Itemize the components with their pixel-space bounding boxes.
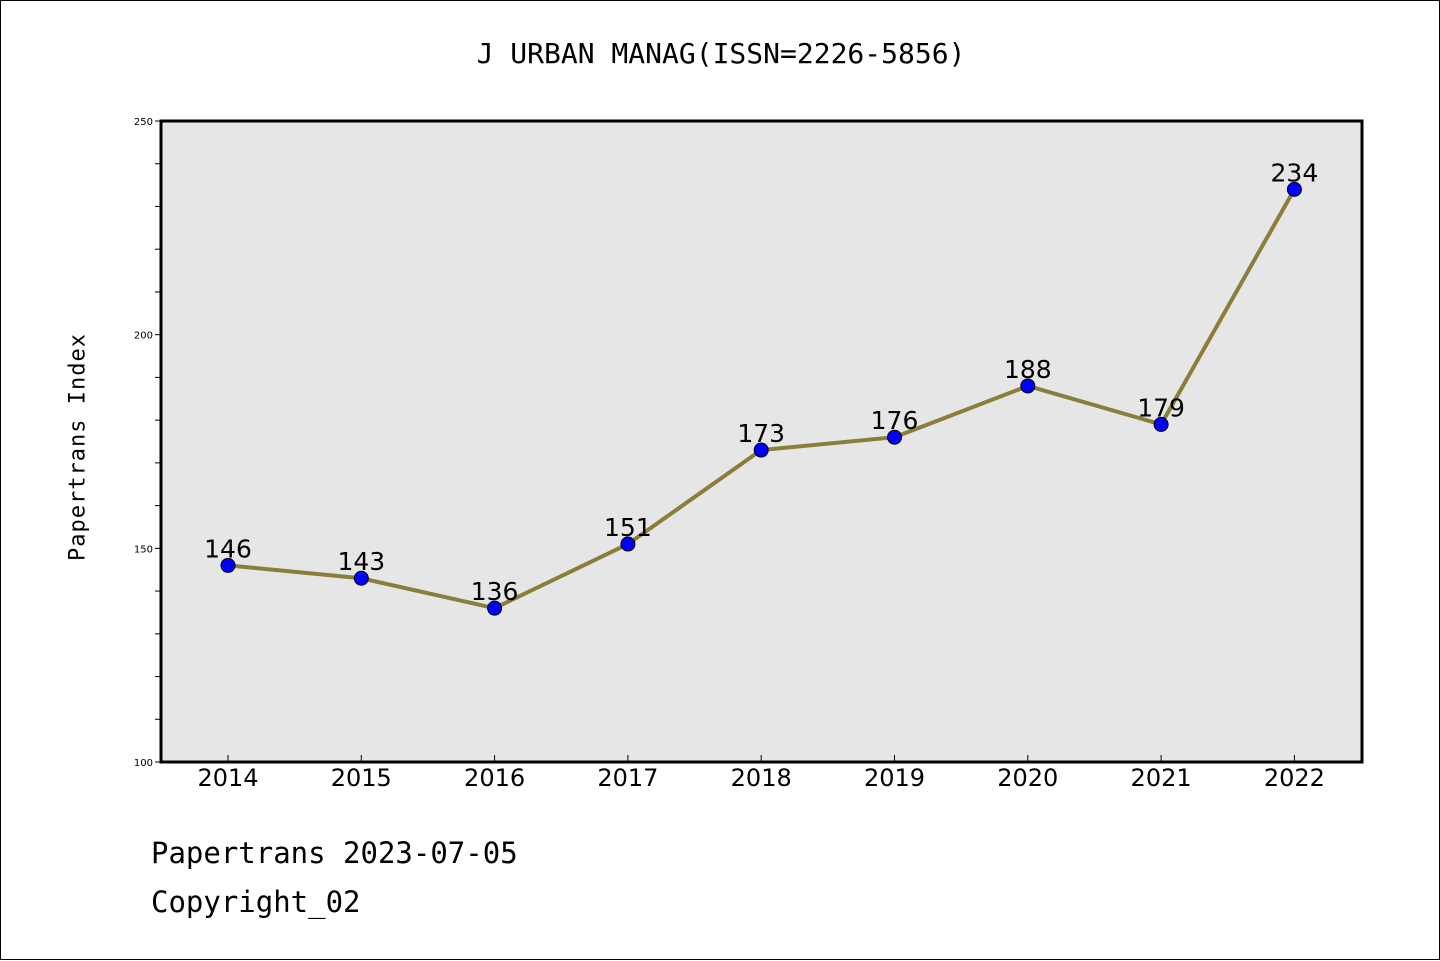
x-tick-label: 2019 xyxy=(864,764,925,792)
data-label: 176 xyxy=(871,406,919,435)
data-label: 173 xyxy=(737,419,785,448)
x-tick-label: 2020 xyxy=(997,764,1058,792)
x-tick-label: 2022 xyxy=(1264,764,1325,792)
data-point xyxy=(220,557,236,573)
data-point xyxy=(1153,416,1169,432)
data-point xyxy=(753,442,769,458)
data-point xyxy=(487,600,503,616)
data-label: 143 xyxy=(337,547,385,576)
data-label: 146 xyxy=(204,534,252,563)
plot-area xyxy=(159,119,1364,764)
y-tick-label: 150 xyxy=(134,544,153,555)
data-label: 188 xyxy=(1004,355,1052,384)
x-tick-label: 2014 xyxy=(197,764,258,792)
y-axis: 100 150 200 250 xyxy=(134,117,161,769)
chart-title: J URBAN MANAG(ISSN=2226-5856) xyxy=(476,37,966,70)
x-axis: 2014 2015 2016 2017 2018 2019 2020 2021 2022 xyxy=(197,755,1325,792)
x-tick-label: 2018 xyxy=(731,764,792,792)
y-tick-label: 250 xyxy=(134,117,153,128)
data-label: 234 xyxy=(1271,158,1319,187)
series-markers xyxy=(220,181,1302,616)
footer-date: Papertrans 2023-07-05 xyxy=(151,836,518,870)
data-labels: 146 143 136 151 173 176 188 179 234 xyxy=(204,158,1318,606)
x-tick-label: 2021 xyxy=(1131,764,1192,792)
x-tick-label: 2016 xyxy=(464,764,525,792)
x-tick-label: 2017 xyxy=(597,764,658,792)
y-tick-label: 100 xyxy=(134,758,153,769)
data-point xyxy=(887,429,902,445)
data-point xyxy=(1286,181,1302,197)
data-point xyxy=(1020,378,1036,394)
data-point xyxy=(353,570,369,586)
data-label: 179 xyxy=(1137,393,1185,422)
data-label: 136 xyxy=(471,577,519,606)
y-tick-label: 200 xyxy=(134,331,153,342)
footer-copyright: Copyright_02 xyxy=(151,885,361,919)
data-label: 151 xyxy=(604,513,652,542)
data-point xyxy=(620,536,636,552)
x-tick-label: 2015 xyxy=(331,764,392,792)
